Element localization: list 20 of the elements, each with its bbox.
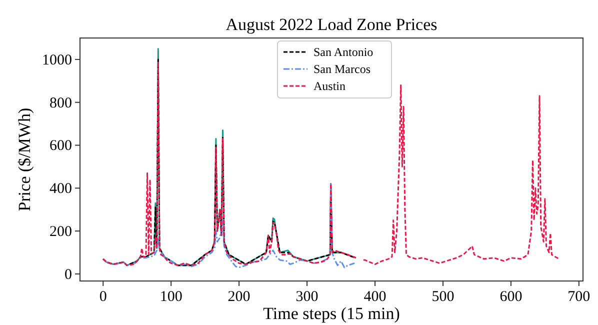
x-tick-label: 200 (228, 289, 250, 305)
x-tick-label: 100 (160, 289, 182, 305)
legend-label: San Antonio (314, 45, 374, 59)
y-tick-label: 600 (50, 138, 72, 154)
chart-title: August 2022 Load Zone Prices (226, 15, 438, 34)
y-tick-label: 200 (50, 224, 72, 240)
y-tick-label: 0 (64, 266, 72, 283)
x-axis-title: Time steps (15 min) (263, 304, 400, 323)
y-tick-label: 1000 (42, 52, 72, 68)
x-tick-label: 400 (364, 289, 386, 305)
x-tick-label: 500 (432, 289, 454, 305)
x-tick-label: 300 (296, 289, 318, 305)
x-tick-label: 0 (99, 289, 107, 305)
x-tick-label: 700 (568, 289, 590, 305)
legend-label: Austin (314, 79, 346, 93)
x-tick-label: 600 (500, 289, 522, 305)
y-tick-label: 400 (50, 181, 72, 198)
y-axis-title: Price ($/MWh) (15, 108, 34, 212)
legend-label: San Marcos (314, 62, 371, 76)
y-tick-label: 800 (50, 95, 72, 112)
